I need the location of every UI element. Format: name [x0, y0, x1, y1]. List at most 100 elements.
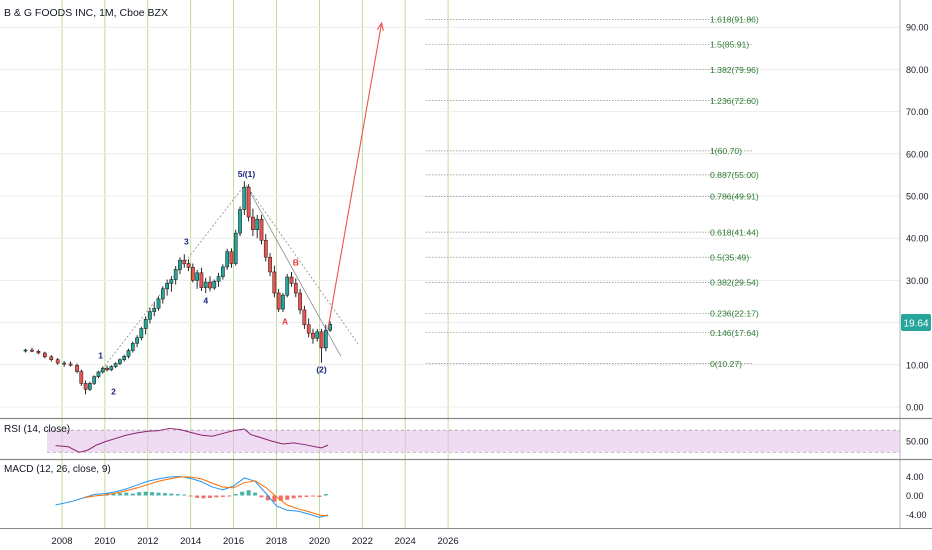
rsi-band: [46, 430, 901, 453]
candle: [68, 361, 73, 367]
fib-level-label: 0.382(29.54): [710, 278, 759, 288]
candle-body-down: [42, 352, 47, 358]
time-tick-label: 2012: [137, 536, 158, 547]
candle: [255, 214, 260, 239]
fib-level-label: 0(10.27): [710, 359, 742, 369]
candle-body-down: [182, 259, 187, 264]
macd-histogram-bar: [298, 495, 303, 498]
time-tick-label: 2008: [51, 536, 72, 547]
candle: [216, 272, 221, 287]
macd-histogram-bar: [246, 490, 251, 496]
candle-body-up: [148, 311, 152, 320]
candle-body-up: [122, 356, 127, 360]
candle-body-down: [62, 362, 66, 365]
fib-level-label: 1.5(85.91): [710, 40, 749, 50]
candle: [289, 271, 294, 287]
candle: [281, 293, 285, 313]
fib-level-label: 0.618(41.44): [710, 227, 759, 237]
time-tick-label: 2020: [309, 536, 330, 547]
price-tick-label: 30.00: [906, 276, 929, 286]
candle: [182, 254, 187, 268]
candle: [143, 316, 148, 335]
candle-body-up: [225, 251, 230, 268]
candle-body-up: [212, 280, 217, 289]
macd-histogram-bar: [162, 493, 167, 496]
candle: [178, 257, 182, 275]
candle: [36, 349, 41, 355]
macd-title: MACD (12, 26, close, 9): [4, 464, 111, 475]
candle: [23, 348, 28, 353]
candle-body-down: [302, 309, 307, 325]
candle-body-up: [255, 218, 260, 231]
candle-body-up: [221, 266, 225, 277]
candle: [233, 229, 238, 266]
candle: [208, 276, 212, 292]
price-tick-label: 80.00: [906, 65, 929, 75]
candle: [96, 370, 101, 379]
candle: [113, 362, 118, 369]
price-tick-label: 10.00: [906, 360, 929, 370]
candle: [30, 347, 34, 353]
candle: [92, 375, 97, 386]
candle: [169, 276, 174, 292]
fib-level-label: 0.5(35.49): [710, 252, 749, 262]
candle-body-up: [96, 371, 101, 377]
candle-body-down: [55, 359, 60, 364]
candle: [152, 302, 157, 317]
trendline: [246, 185, 359, 344]
candle-body-up: [203, 281, 208, 288]
candle-body-down: [311, 332, 315, 339]
candle-body-down: [36, 351, 41, 354]
candle-body-down: [49, 356, 54, 360]
candle: [160, 286, 165, 304]
price-tick-label: 50.00: [906, 192, 929, 202]
candle-body-up: [156, 298, 161, 309]
candle-body-down: [30, 349, 34, 352]
candle: [272, 265, 277, 298]
macd-histogram-bar: [188, 495, 193, 497]
candle-body-up: [216, 276, 221, 282]
time-tick-label: 2018: [266, 536, 287, 547]
candle-body-up: [195, 272, 199, 281]
candle-body-up: [178, 259, 182, 270]
macd-histogram-bar: [227, 495, 232, 497]
candle-body-down: [272, 271, 277, 294]
candle: [302, 305, 307, 329]
candle-body-up: [152, 308, 157, 312]
candle-body-up: [143, 318, 148, 329]
price-tick-labels: 0.0010.0020.0030.0040.0050.0060.0070.008…: [906, 23, 929, 413]
candle-body-down: [246, 186, 251, 218]
fib-level-label: 1.618(91.86): [710, 15, 759, 25]
candle: [315, 328, 320, 342]
candle: [221, 264, 225, 280]
macd-histogram-bar: [259, 495, 264, 498]
macd-histogram-bar: [220, 495, 225, 497]
candle: [139, 326, 144, 341]
candle: [306, 318, 311, 338]
candle-body-up: [160, 288, 165, 300]
candle-body-up: [113, 363, 118, 367]
projection-arrow-line: [327, 22, 383, 330]
macd-histogram-bar: [278, 495, 283, 501]
candle-body-down: [298, 292, 302, 311]
fib-level-label: 1.236(72.60): [710, 96, 759, 106]
candle: [225, 248, 230, 270]
candle-body-down: [319, 331, 324, 349]
candle: [165, 279, 169, 296]
candle-body-up: [126, 350, 131, 357]
candle: [130, 341, 135, 353]
price-tick-label: 60.00: [906, 149, 929, 159]
candle-body-up: [130, 343, 135, 351]
candle: [148, 307, 152, 324]
candle-body-up: [169, 279, 174, 284]
macd-line: [55, 475, 329, 518]
price-axis[interactable]: 0.0010.0020.0030.0040.0050.0060.0070.008…: [899, 0, 929, 528]
macd-histogram-bar: [208, 495, 213, 498]
candle-body-down: [79, 371, 84, 384]
macd-histogram-bar: [143, 491, 148, 496]
time-axis[interactable]: 2008 2010 2012 2014 2016 2018 2020 2022 2024 2026: [51, 536, 458, 547]
candle-body-up: [242, 186, 247, 210]
time-tick-label: 2010: [94, 536, 115, 547]
candle: [118, 358, 122, 366]
